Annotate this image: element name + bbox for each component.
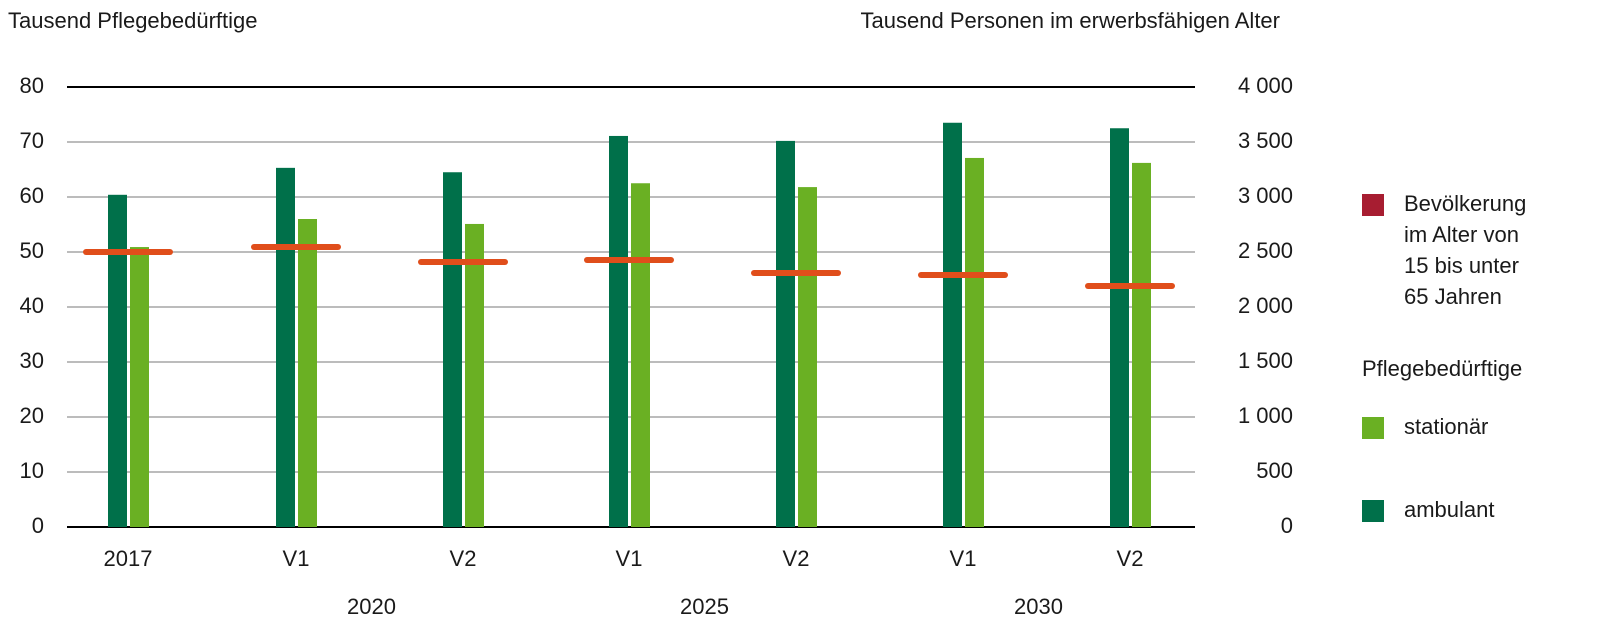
x-tick-label: V2 (450, 546, 477, 571)
y-tick-label: 50 (20, 238, 44, 263)
group-label: 2025 (680, 594, 729, 619)
legend-title: Pflegebedürftige (1362, 356, 1522, 381)
y-tick-label: 0 (32, 513, 44, 538)
bar (276, 167, 295, 527)
y-tick-label: 40 (20, 293, 44, 318)
bar (943, 122, 962, 527)
group-label: 2030 (1014, 594, 1063, 619)
bar (798, 187, 817, 527)
bar (965, 157, 984, 527)
bar (465, 223, 484, 527)
group-label: 2020 (347, 594, 396, 619)
x-tick-label: V1 (616, 546, 643, 571)
x-tick-label: V2 (783, 546, 810, 571)
bar (1132, 162, 1151, 527)
y2-tick-label: 0 (1281, 513, 1293, 538)
bar (776, 140, 795, 527)
y2-tick-label: 500 (1256, 458, 1293, 483)
bar (1110, 128, 1129, 527)
y-tick-label: 30 (20, 348, 44, 373)
bar (298, 219, 317, 527)
y2-tick-label: 1 500 (1238, 348, 1293, 373)
y-axis-title: Tausend Pflegebedürftige (8, 8, 258, 33)
legend-label: Bevölkerung im Alter von 15 bis unter 65… (1404, 191, 1532, 309)
y2-tick-label: 3 500 (1238, 128, 1293, 153)
legend-label: ambulant (1404, 497, 1495, 522)
y-tick-label: 60 (20, 183, 44, 208)
legend-label: stationär (1404, 414, 1488, 439)
y2-tick-label: 3 000 (1238, 183, 1293, 208)
bar (443, 172, 462, 527)
legend-swatch (1362, 500, 1384, 522)
y-tick-label: 80 (20, 73, 44, 98)
y2-tick-label: 1 000 (1238, 403, 1293, 428)
y-tick-label: 20 (20, 403, 44, 428)
y2-tick-label: 4 000 (1238, 73, 1293, 98)
bar (631, 183, 650, 527)
x-tick-label: V1 (283, 546, 310, 571)
y-tick-label: 10 (20, 458, 44, 483)
bar (108, 194, 127, 528)
x-tick-label: V2 (1117, 546, 1144, 571)
legend-swatch (1362, 417, 1384, 439)
x-tick-label: 2017 (104, 546, 153, 571)
bar (130, 247, 149, 528)
legend-swatch (1362, 194, 1384, 216)
y-tick-label: 70 (20, 128, 44, 153)
x-tick-label: V1 (950, 546, 977, 571)
bar (609, 135, 628, 527)
y2-tick-label: 2 000 (1238, 293, 1293, 318)
y2-tick-label: 2 500 (1238, 238, 1293, 263)
y2-axis-title: Tausend Personen im erwerbsfähigen Alter (861, 8, 1280, 33)
